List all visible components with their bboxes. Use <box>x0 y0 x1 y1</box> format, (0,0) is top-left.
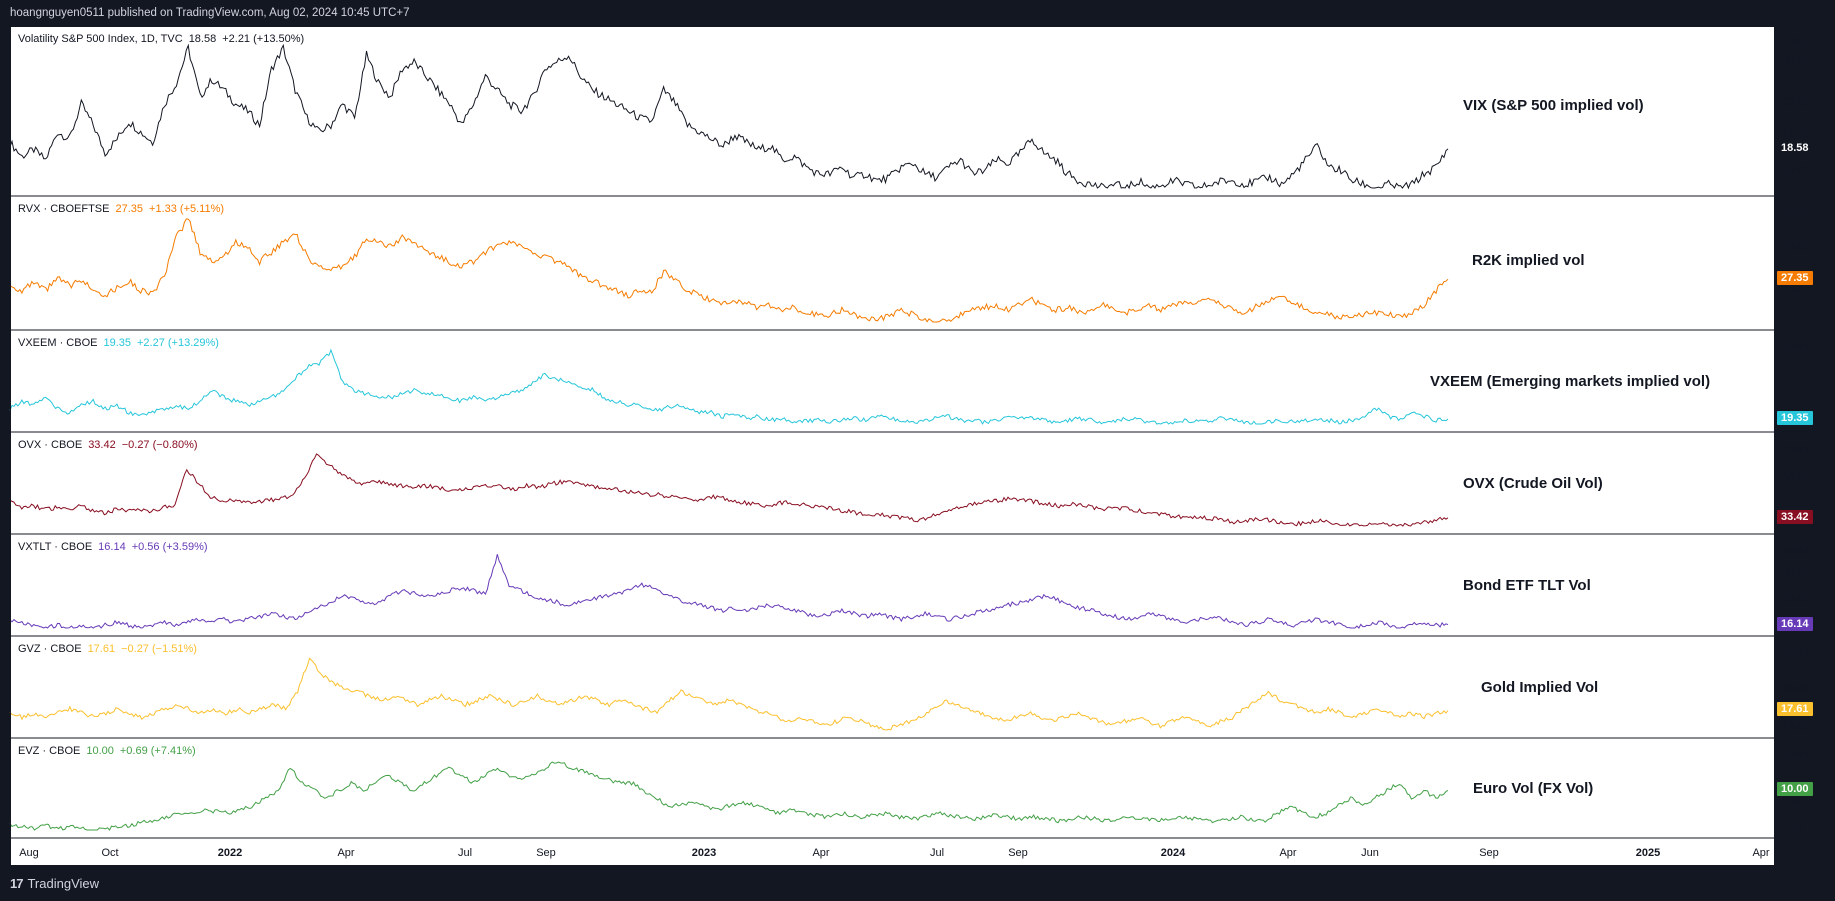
pane-legend[interactable]: EVZ · CBOE 10.00 +0.69 (+7.41%) <box>18 745 196 757</box>
last-price-badge: 33.42 <box>1777 509 1813 524</box>
time-axis-label: Apr <box>337 847 355 859</box>
pane-legend[interactable]: GVZ · CBOE 17.61 −0.27 (−1.51%) <box>18 643 197 655</box>
series-change: −0.27 (−1.51%) <box>121 643 197 655</box>
price-tick-label: 4.00 <box>1782 824 1804 836</box>
price-unit-label[interactable]: point <box>1785 647 1809 659</box>
series-annotation: OVX (Crude Oil Vol) <box>1463 474 1603 492</box>
series-change: +2.21 (+13.50%) <box>222 33 305 45</box>
price-tick-label: 17.00 <box>1782 127 1810 140</box>
time-axis-label: Sep <box>536 847 556 859</box>
series-annotation: Gold Implied Vol <box>1481 678 1599 696</box>
series-value: 27.35 <box>115 203 144 215</box>
time-axis-label: 2025 <box>1635 847 1661 859</box>
tradingview-logo-icon[interactable]: 17 <box>10 876 24 891</box>
time-axis-label: Jul <box>929 847 945 859</box>
series-value: 16.14 <box>98 541 126 553</box>
price-unit-label[interactable]: point <box>1785 749 1809 761</box>
price-tick-label: 8.00 <box>1782 796 1804 808</box>
last-price-badge: 19.35 <box>1777 410 1813 425</box>
time-axis-label: Apr <box>812 847 830 859</box>
price-unit-label[interactable]: point <box>1785 341 1809 353</box>
price-unit-label[interactable]: point <box>1785 443 1809 455</box>
price-tick-label: 13.00 <box>1782 163 1810 176</box>
last-price-badge: 10.00 <box>1777 782 1813 797</box>
series-line-vix <box>9 43 1449 190</box>
series-line-rvx <box>9 218 1449 323</box>
series-line-ovx <box>9 453 1449 527</box>
time-axis-label: 2024 <box>1160 847 1186 859</box>
series-value: 33.42 <box>88 439 116 451</box>
series-line-vxtlt <box>9 554 1449 629</box>
price-tick-label: 30.00 <box>1782 565 1810 578</box>
time-axis-label: 2023 <box>691 847 717 859</box>
price-tick-label: 50.00 <box>1782 471 1810 484</box>
time-axis-label: Aug <box>19 847 39 859</box>
series-value: 10.00 <box>86 745 114 757</box>
pane-legend[interactable]: VXEEM · CBOE 19.35 +2.27 (+13.29%) <box>18 337 219 349</box>
series-name: EVZ · CBOE <box>18 745 81 757</box>
last-price-badge: 27.35 <box>1777 271 1813 286</box>
series-annotation: Bond ETF TLT Vol <box>1463 576 1591 594</box>
series-annotation: R2K implied vol <box>1472 252 1585 270</box>
series-value: 18.58 <box>188 33 217 45</box>
price-tick-label: 10.00 <box>1782 720 1810 733</box>
price-unit-label[interactable]: USD <box>1785 207 1809 219</box>
price-unit-label[interactable]: point <box>1785 545 1809 557</box>
time-axis-label: Oct <box>101 847 119 859</box>
pane-legend[interactable]: Volatility S&P 500 Index, 1D, TVC 18.58 +2… <box>18 33 304 45</box>
price-tick-label: 30.00 <box>1782 241 1810 254</box>
series-annotation: VXEEM (Emerging markets implied vol) <box>1430 372 1711 390</box>
price-tick-label: 20.00 <box>1782 683 1810 696</box>
time-axis-label: Jun <box>1361 847 1379 859</box>
time-axis-label: Apr <box>1279 847 1297 859</box>
time-axis-label: Sep <box>1008 847 1028 859</box>
footer[interactable]: 17 TradingView <box>10 876 99 891</box>
last-price-badge: 16.14 <box>1777 616 1813 631</box>
series-change: +1.33 (+5.11%) <box>149 203 225 215</box>
pane-legend[interactable]: VXTLT · CBOE 16.14 +0.56 (+3.59%) <box>18 541 208 553</box>
series-line-evz <box>9 761 1449 831</box>
series-name: RVX · CBOEFTSE <box>18 203 110 215</box>
price-tick-label: 20.00 <box>1782 284 1810 297</box>
last-price-badge: 17.61 <box>1777 702 1813 717</box>
brand-name[interactable]: TradingView <box>27 876 100 891</box>
pane-legend[interactable]: OVX · CBOE 33.42 −0.27 (−0.80%) <box>18 439 198 451</box>
series-change: +0.69 (+7.41%) <box>119 745 196 757</box>
series-annotation: Euro Vol (FX Vol) <box>1473 780 1594 797</box>
series-name: Volatility S&P 500 Index, 1D, TVC <box>18 33 183 45</box>
series-change: −0.27 (−0.80%) <box>121 439 198 451</box>
series-name: GVZ · CBOE <box>18 643 82 655</box>
time-axis-label: Jul <box>457 847 473 859</box>
price-tick-label: 22.00 <box>1782 97 1810 110</box>
last-price-badge: 18.58 <box>1777 140 1813 155</box>
price-tick-label: 30.00 <box>1782 56 1810 69</box>
pane-legend[interactable]: RVX · CBOEFTSE 27.35 +1.33 (+5.11%) <box>18 203 224 215</box>
series-line-gvz <box>9 657 1449 731</box>
series-change: +2.27 (+13.29%) <box>137 337 219 349</box>
time-axis-label: Sep <box>1479 847 1499 859</box>
series-annotation: VIX (S&P 500 implied vol) <box>1463 97 1644 115</box>
time-axis-label: 2022 <box>217 847 243 859</box>
series-value: 17.61 <box>87 643 116 655</box>
series-change: +0.56 (+3.59%) <box>131 541 208 553</box>
series-name: VXEEM · CBOE <box>18 337 98 349</box>
publisher-caption: hoangnguyen0511 published on TradingView… <box>10 7 410 19</box>
price-unit-label[interactable]: USD <box>1785 37 1809 49</box>
series-name: OVX · CBOE <box>18 439 83 451</box>
price-tick-label: 20.00 <box>1782 594 1810 607</box>
series-name: VXTLT · CBOE <box>18 541 93 553</box>
time-axis-label: Apr <box>1752 847 1770 859</box>
series-value: 19.35 <box>103 337 131 349</box>
series-line-vxeem <box>9 348 1449 425</box>
